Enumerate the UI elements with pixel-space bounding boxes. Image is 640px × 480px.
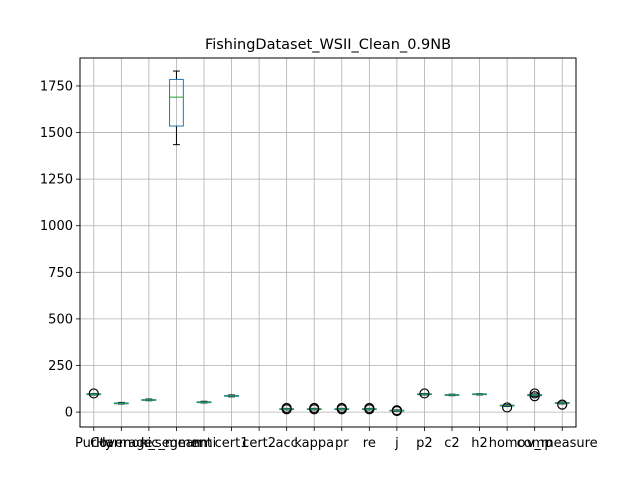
chart-title: FishingDataset_WSII_Clean_0.9NB (205, 37, 451, 53)
x-tick-label: h2 (471, 436, 488, 451)
flier-point (391, 405, 402, 417)
x-tick-label: c2 (444, 436, 459, 451)
x-tick-label: homo (489, 436, 526, 451)
x-tick-label: comp (517, 436, 553, 451)
y-tick-label: 750 (48, 266, 73, 281)
box-layer (86, 70, 570, 417)
box-comp (527, 388, 543, 402)
x-tick-label: pr (335, 436, 349, 451)
flier-point (419, 388, 430, 399)
box-j (389, 405, 405, 417)
box-h2 (472, 393, 487, 396)
box-harmonic-mean (141, 398, 157, 402)
y-tick-label: 0 (65, 406, 73, 421)
box-homo (499, 402, 515, 413)
box-purity (86, 388, 102, 399)
box-pr (334, 402, 350, 415)
x-tick-label: k_segment (141, 436, 212, 451)
y-tick-label: 500 (48, 312, 73, 327)
x-tick-label: nmi (192, 436, 217, 451)
x-tick-label: Coverage (90, 436, 152, 451)
box-c2 (444, 393, 460, 397)
box-iqr (169, 78, 184, 127)
x-tick-label: acc (276, 436, 298, 451)
box-p2 (417, 388, 432, 399)
box-re (361, 402, 377, 415)
plot-frame (79, 57, 577, 428)
box-coverage (113, 401, 129, 405)
x-tick-label: re (363, 436, 376, 451)
x-tick-label: cert1 (215, 436, 249, 451)
flier-point (281, 404, 292, 415)
flier-point (336, 404, 347, 415)
y-tick-label: 1250 (40, 173, 73, 188)
y-tick-label: 1750 (40, 79, 73, 94)
x-tick-label: Harmonic_mean (96, 436, 202, 451)
axis-layer: 0 250 500 750 1000 1250 1500 1750 PurityCoverage… (40, 79, 598, 451)
flier-point (557, 399, 568, 410)
flier-point (529, 388, 540, 399)
box-kappa (306, 402, 322, 415)
box-v-measure (554, 399, 570, 410)
grid-layer (80, 58, 576, 427)
y-tick-label: 1500 (40, 126, 73, 141)
flier-point (88, 388, 99, 399)
x-tick-label: p2 (416, 436, 433, 451)
y-tick-label: 250 (48, 359, 73, 374)
x-tick-label: j (394, 436, 399, 451)
box-acc (279, 402, 295, 415)
flier-point (364, 404, 375, 415)
flier-point (529, 391, 540, 402)
x-tick-label: cert2 (242, 436, 276, 451)
y-tick-label: 1000 (40, 219, 73, 234)
box-k-segment (169, 70, 184, 146)
flier-point (502, 402, 513, 413)
x-tick-label: Purity (75, 436, 113, 451)
box-nmi (196, 400, 212, 404)
x-tick-label: v_measure (527, 436, 598, 451)
x-tick-label: kappa (294, 436, 334, 451)
flier-point (309, 404, 320, 415)
box-cert1 (224, 394, 239, 398)
